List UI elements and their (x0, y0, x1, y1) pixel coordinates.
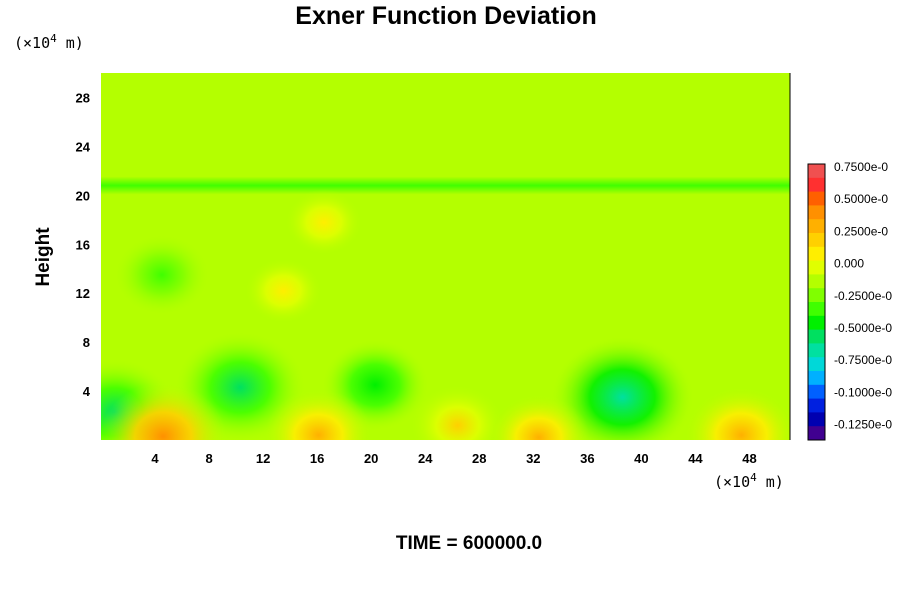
colorbar-swatch (808, 233, 825, 248)
colorbar-swatch (808, 426, 825, 441)
x-tick-label: 16 (310, 451, 324, 466)
field-feature (550, 336, 695, 440)
colorbar-swatch (808, 384, 825, 400)
colorbar-swatch (808, 177, 825, 193)
x-tick-label: 32 (526, 451, 540, 466)
x-tick-label: 48 (742, 451, 756, 466)
colorbar-label: -0.5000e-0 (834, 321, 892, 335)
x-tick-label: 28 (472, 451, 486, 466)
y-unit-suffix: m) (57, 34, 84, 52)
time-label: TIME = 600000.0 (396, 533, 542, 554)
y-axis-label: Height (33, 227, 54, 287)
x-axis-ticks: 4 8 12 16 20 24 28 32 36 40 44 48 (151, 451, 756, 466)
field-upper-layer (101, 73, 790, 196)
x-unit-suffix: m) (757, 473, 784, 491)
colorbar-label: -0.1000e-0 (834, 385, 892, 399)
field-feature (101, 382, 227, 440)
y-tick-label: 8 (83, 335, 90, 350)
colorbar-swatch (808, 412, 825, 427)
y-tick-label: 12 (76, 286, 90, 301)
field-feature (244, 257, 323, 324)
x-unit-exponent: 4 (750, 471, 757, 484)
y-tick-label: 16 (76, 237, 90, 252)
colorbar-label: 0.5000e-0 (834, 192, 888, 206)
field-jet-band (101, 176, 790, 195)
y-axis-ticks: 4 8 12 16 20 24 28 (76, 90, 91, 399)
colorbar-label: -0.1250e-0 (834, 418, 892, 432)
plot-area (101, 73, 791, 440)
y-tick-label: 4 (83, 384, 91, 399)
colorbar-swatch (808, 357, 825, 372)
chart-title: Exner Function Deviation (295, 2, 596, 30)
x-tick-label: 12 (256, 451, 270, 466)
colorbar-swatch (808, 274, 825, 289)
field-feature (284, 189, 363, 256)
colorbar-swatch (808, 164, 825, 179)
y-unit-exponent: 4 (50, 32, 57, 45)
x-unit-base: (×10 (714, 473, 750, 491)
colorbar-swatch (808, 288, 825, 303)
y-unit-base: (×10 (14, 34, 50, 52)
x-tick-label: 8 (205, 451, 212, 466)
x-tick-label: 4 (151, 451, 159, 466)
colorbar-swatch (808, 205, 825, 220)
y-axis-unit-label: (×104 m) (14, 32, 84, 52)
colorbar-swatch (808, 371, 825, 386)
y-tick-label: 28 (76, 90, 90, 105)
colorbar-label: -0.7500e-0 (834, 353, 892, 367)
colorbar-swatch (808, 260, 825, 275)
colorbar-swatch (808, 219, 825, 234)
x-tick-label: 44 (688, 451, 703, 466)
colorbar-swatch (808, 398, 825, 413)
colorbar-border (807, 163, 826, 441)
x-tick-label: 40 (634, 451, 648, 466)
colorbar-label: 0.7500e-0 (834, 160, 888, 174)
field-feature (409, 384, 506, 440)
colorbar-swatch (808, 302, 825, 317)
y-tick-label: 24 (76, 139, 91, 154)
x-tick-label: 20 (364, 451, 378, 466)
field-feature (684, 386, 790, 440)
colorbar-label: 0.000 (834, 257, 864, 271)
field-feature (113, 234, 210, 316)
colorbar-swatch (808, 246, 825, 262)
x-axis-unit-label: (×104 m) (714, 471, 784, 491)
y-tick-label: 20 (76, 188, 90, 203)
colorbar-label: 0.2500e-0 (834, 224, 888, 238)
x-tick-label: 36 (580, 451, 594, 466)
colorbar-swatch (808, 329, 825, 344)
colorbar-swatch (808, 343, 825, 358)
x-tick-label: 24 (418, 451, 433, 466)
field-feature (487, 394, 590, 440)
field-feature (264, 389, 373, 440)
colorbar-swatch (808, 315, 825, 331)
colorbar: 0.7500e-0 0.5000e-0 0.2500e-0 0.000 -0.2500e… (807, 160, 892, 441)
colorbar-label: -0.2500e-0 (834, 289, 892, 303)
colorbar-swatch (808, 191, 825, 206)
